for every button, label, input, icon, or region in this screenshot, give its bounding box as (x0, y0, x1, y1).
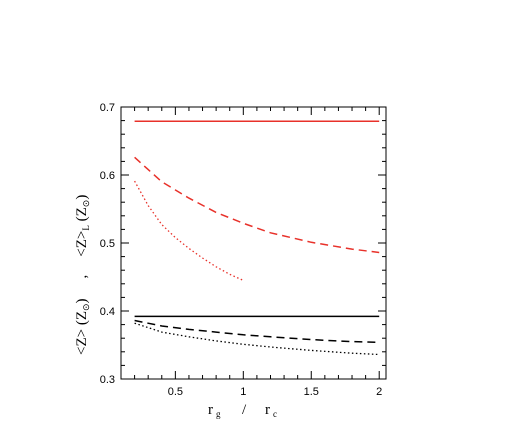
series-line-3 (134, 180, 244, 281)
axis-ticks (120, 106, 386, 380)
y-label-sub-L: L (81, 225, 91, 231)
plot-frame (120, 106, 387, 380)
series-line-2 (134, 156, 380, 254)
x-tick-label: 0.5 (168, 386, 183, 398)
y-label-part2: <Z> (74, 231, 90, 257)
y-tick-label: 0.5 (100, 238, 115, 250)
x-axis-label: r g / r c (208, 402, 277, 419)
x-tick-label: 2 (376, 386, 382, 398)
y-axis-label: <Z> (Z⊙),<Z>L (Z⊙) (74, 195, 91, 355)
x-label-sub2: c (273, 409, 277, 419)
y-label-sep: , (74, 275, 90, 279)
x-label-r2: r (265, 402, 270, 418)
y-label-sun2: ⊙ (81, 200, 91, 208)
svg-text:<Z> (Z⊙),<Z>L (Z⊙): <Z> (Z⊙),<Z>L (Z⊙) (74, 195, 91, 355)
x-label-sep: / (242, 402, 247, 418)
y-label-sun1: ⊙ (81, 303, 91, 311)
x-tick-label: 1.5 (304, 386, 319, 398)
tick-labels: 0.5 1 1.5 2 0.3 0.4 0.5 0.6 0.7 (100, 102, 383, 398)
series-line-5 (134, 319, 380, 344)
y-tick-label: 0.7 (100, 102, 115, 114)
series-line-6 (134, 322, 380, 356)
y-label-part1: <Z> (Z (74, 311, 90, 355)
y-tick-label: 0.6 (100, 170, 115, 182)
y-label-mid: (Z (74, 207, 90, 225)
y-label-close2: ) (74, 195, 90, 200)
y-tick-label: 0.4 (100, 306, 115, 318)
x-label-r1: r (208, 402, 213, 418)
y-label-close1: ) (74, 298, 90, 303)
data-series (134, 120, 380, 356)
y-tick-label: 0.3 (100, 374, 115, 386)
x-tick-label: 1 (240, 386, 246, 398)
x-label-sub1: g (216, 409, 221, 419)
